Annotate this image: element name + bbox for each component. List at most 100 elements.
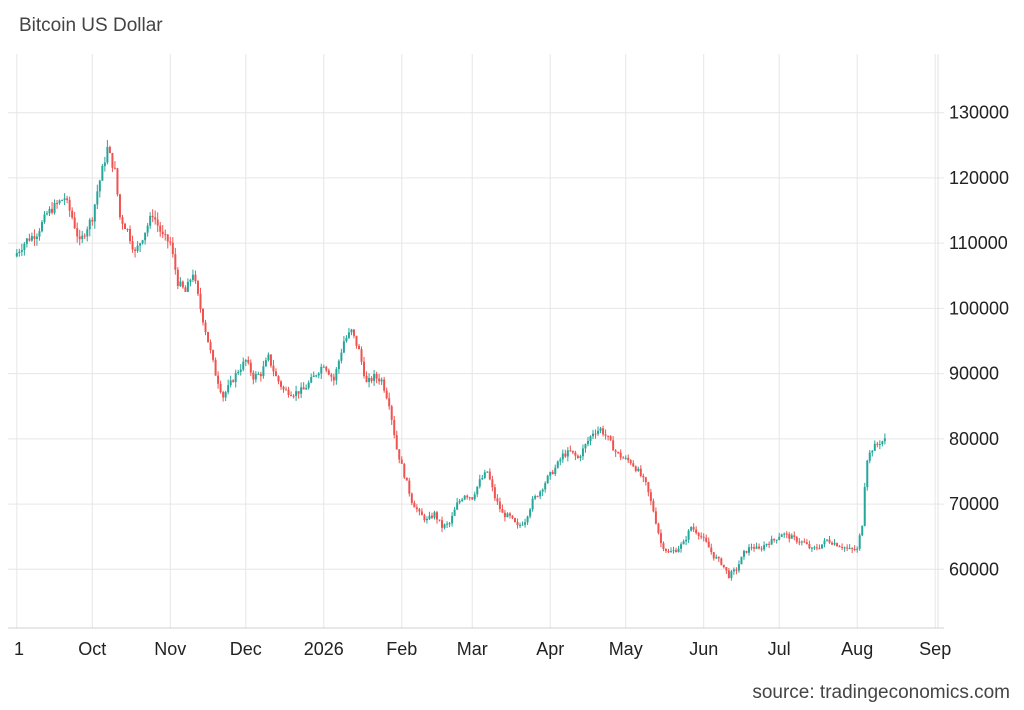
candle-body bbox=[453, 509, 456, 516]
candle-body bbox=[413, 502, 416, 508]
candle-body bbox=[25, 238, 28, 244]
candle-body bbox=[161, 231, 164, 235]
candle-body bbox=[355, 335, 358, 346]
candle-body bbox=[181, 281, 184, 288]
candle-body bbox=[347, 332, 350, 338]
candle-body bbox=[259, 373, 262, 377]
candle-body bbox=[139, 243, 142, 246]
candle-body bbox=[106, 147, 109, 163]
candle-body bbox=[690, 527, 693, 531]
candle-body bbox=[564, 453, 567, 457]
candle-body bbox=[619, 452, 622, 458]
candle-body bbox=[352, 329, 355, 336]
x-tick-label: May bbox=[609, 639, 643, 659]
candle-body bbox=[229, 380, 232, 386]
candle-body bbox=[395, 435, 398, 450]
source-label: source: tradingeconomics.com bbox=[752, 682, 1010, 703]
candle-body bbox=[315, 375, 318, 377]
candle-body bbox=[710, 547, 713, 553]
candle-body bbox=[405, 477, 408, 481]
candle-body bbox=[581, 448, 584, 457]
candle-body bbox=[856, 548, 859, 550]
candle-body bbox=[144, 232, 147, 241]
candle-body bbox=[531, 498, 534, 510]
candle-body bbox=[649, 492, 652, 501]
candle-body bbox=[468, 497, 471, 499]
candle-body bbox=[232, 380, 235, 382]
candle-body bbox=[433, 512, 436, 518]
candle-body bbox=[803, 541, 806, 543]
candle-body bbox=[337, 360, 340, 370]
candle-body bbox=[491, 479, 494, 488]
candle-body bbox=[212, 350, 215, 360]
candle-body bbox=[141, 240, 144, 244]
candle-body bbox=[227, 385, 230, 393]
candle-body bbox=[363, 361, 366, 376]
candle-body bbox=[375, 374, 378, 379]
candle-body bbox=[833, 543, 836, 545]
candle-body bbox=[254, 374, 257, 380]
candle-body bbox=[664, 548, 667, 551]
candle-body bbox=[302, 387, 305, 390]
candle-body bbox=[292, 395, 295, 397]
candle-body bbox=[63, 198, 66, 201]
x-tick-label: Jul bbox=[768, 639, 791, 659]
candle-body bbox=[295, 391, 298, 396]
candle-body bbox=[176, 269, 179, 286]
candle-body bbox=[692, 527, 695, 530]
candle-body bbox=[843, 547, 846, 549]
candle-body bbox=[795, 537, 798, 542]
candle-body bbox=[604, 434, 607, 436]
candle-body bbox=[332, 376, 335, 381]
candle-body bbox=[217, 375, 220, 384]
candle-body bbox=[740, 556, 743, 565]
candle-body bbox=[707, 541, 710, 548]
candle-body bbox=[863, 487, 866, 526]
candle-body bbox=[810, 547, 813, 549]
candle-body bbox=[156, 219, 159, 226]
candle-body bbox=[428, 515, 431, 520]
candle-body bbox=[448, 523, 451, 525]
x-tick-label: Aug bbox=[841, 639, 873, 659]
candle-body bbox=[566, 450, 569, 457]
chart-title: Bitcoin US Dollar bbox=[19, 15, 163, 36]
candle-body bbox=[783, 533, 786, 535]
candle-body bbox=[828, 539, 831, 543]
candle-body bbox=[808, 544, 811, 549]
candle-body bbox=[219, 383, 222, 393]
candle-body bbox=[202, 309, 204, 323]
candle-body bbox=[662, 543, 665, 549]
candle-body bbox=[654, 511, 657, 524]
candle-body bbox=[403, 463, 406, 478]
candle-body bbox=[644, 477, 647, 483]
candle-body bbox=[727, 570, 730, 578]
candle-body bbox=[174, 254, 177, 270]
candle-body bbox=[196, 281, 199, 294]
candle-body bbox=[599, 428, 602, 431]
candle-body bbox=[861, 525, 864, 536]
candle-body bbox=[48, 208, 51, 214]
candle-body bbox=[700, 535, 703, 537]
candle-body bbox=[770, 538, 773, 545]
candle-body bbox=[627, 457, 630, 461]
candle-body bbox=[252, 372, 255, 380]
candle-body bbox=[264, 360, 267, 367]
y-tick-label: 90000 bbox=[949, 364, 999, 384]
candle-body bbox=[652, 500, 655, 512]
candle-body bbox=[91, 219, 94, 222]
candle-body bbox=[33, 236, 36, 239]
candle-body bbox=[576, 455, 579, 458]
candle-body bbox=[171, 242, 174, 255]
candle-body bbox=[184, 287, 187, 292]
candle-body bbox=[20, 250, 23, 252]
candle-body bbox=[524, 522, 527, 525]
candle-body bbox=[169, 241, 172, 243]
x-tick-label: Feb bbox=[386, 639, 417, 659]
candle-body bbox=[370, 377, 373, 381]
candle-body bbox=[166, 234, 169, 242]
candle-body bbox=[883, 438, 886, 442]
candle-body bbox=[705, 537, 708, 542]
x-tick-label: 2026 bbox=[304, 639, 344, 659]
candle-body bbox=[544, 483, 547, 490]
candle-body bbox=[199, 293, 202, 310]
